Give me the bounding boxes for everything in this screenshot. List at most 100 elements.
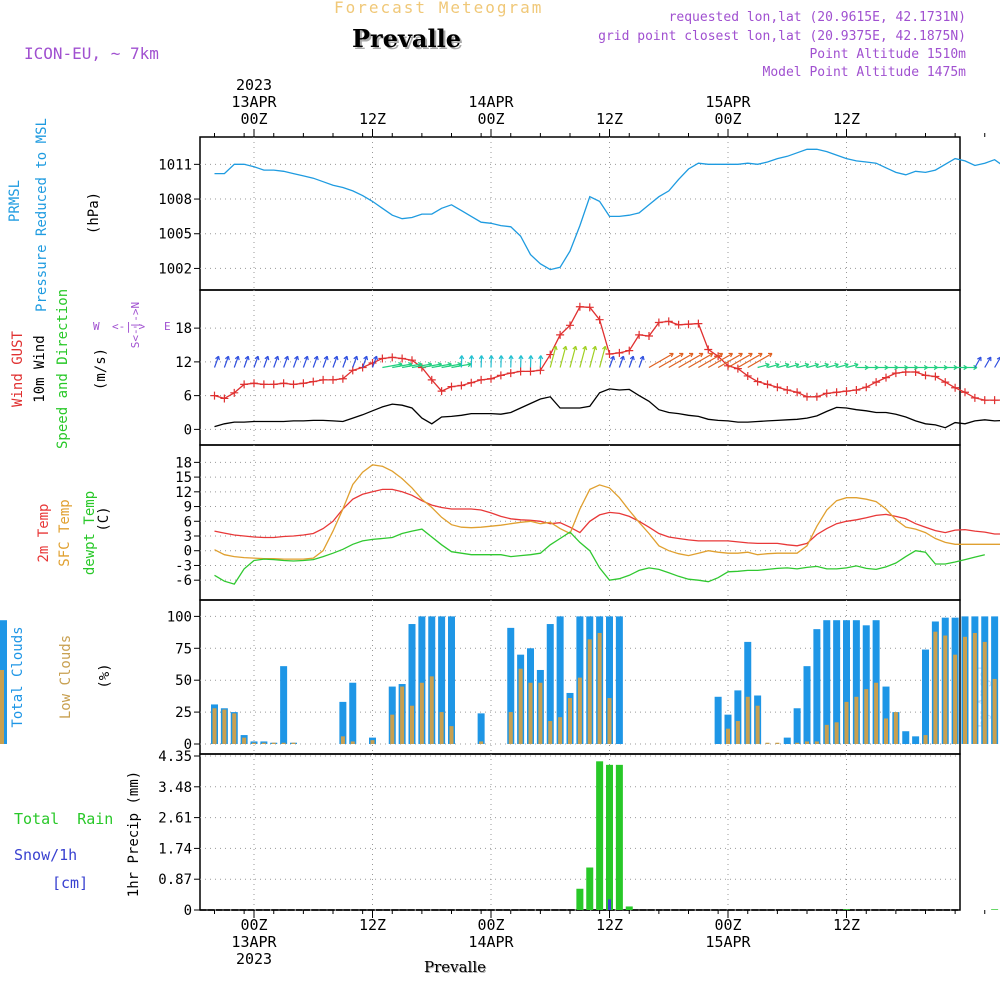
gust-marker — [812, 392, 821, 401]
low-cloud-bar — [953, 654, 958, 744]
gust-marker — [309, 377, 318, 386]
wind-arrow — [549, 346, 557, 368]
wind-arrow-head — [457, 362, 462, 368]
total-cloud-bar — [961, 616, 969, 744]
wind-arrow — [717, 352, 743, 369]
y-tick-label: 0 — [184, 903, 192, 919]
low-cloud-bar — [291, 742, 296, 744]
low-cloud-bar — [568, 698, 572, 744]
precip-unit: 1hr Precip (mm) — [126, 770, 142, 898]
wind-arrow-head — [323, 355, 329, 361]
wind-arrow — [638, 356, 644, 368]
wind-arrow — [273, 356, 279, 368]
gust-marker — [625, 346, 634, 355]
wind-arrow — [836, 363, 849, 369]
gust-marker — [220, 394, 229, 403]
compass-e: E — [164, 320, 171, 333]
low-cloud-bar — [261, 742, 266, 744]
wind-label-1: Wind GUST — [10, 331, 26, 407]
model-label: ICON-EU, ~ 7km — [24, 44, 159, 63]
compass-n: N — [129, 301, 142, 309]
wind-arrow-head — [459, 355, 465, 360]
x-label-top: 12Z — [359, 110, 386, 128]
clouds-unit: (%) — [97, 663, 113, 689]
gust-marker — [694, 319, 703, 328]
low-cloud-bar — [370, 740, 375, 744]
wind-arrow — [608, 356, 615, 368]
wind-arrow-head — [874, 364, 879, 371]
x-label-top: 00Z — [477, 110, 504, 128]
low-cloud-bar — [0, 673, 4, 744]
y-tick-label: 9 — [184, 500, 192, 516]
wind-arrow-head — [333, 355, 339, 361]
wind-arrow — [658, 352, 684, 369]
wind-arrow — [253, 356, 259, 368]
gust-marker — [269, 380, 278, 389]
wind-arrow — [243, 356, 249, 368]
panel-frame-wind — [199, 289, 961, 446]
low-cloud-bar — [419, 682, 424, 744]
wind-arrow-head — [478, 355, 485, 360]
y-tick-label: 15 — [175, 470, 192, 486]
wind-arrow-head — [977, 356, 982, 362]
wind-arrow-head — [804, 362, 810, 368]
wind-arrow — [263, 356, 269, 368]
gust-marker — [319, 375, 328, 384]
panel-frame-pressure — [199, 136, 961, 291]
wind-arrow — [411, 363, 432, 369]
gust-marker — [793, 388, 802, 397]
total-cloud-bar — [349, 682, 357, 744]
wind-arrow-head — [767, 352, 773, 358]
low-cloud-bar — [350, 741, 355, 744]
low-cloud-bar — [518, 668, 523, 744]
wind-arrow-head — [447, 362, 452, 368]
gust-marker — [378, 354, 387, 363]
gust-marker — [289, 380, 298, 389]
gust-marker — [388, 353, 397, 362]
wind-arrow — [382, 363, 403, 369]
gust-marker — [941, 378, 950, 387]
wind-arrow-head — [353, 355, 359, 361]
wind-arrow-head — [313, 355, 319, 361]
y-tick-label: 4.35 — [158, 749, 192, 765]
total-cloud-bar — [803, 666, 811, 744]
wind-arrow-head — [572, 345, 578, 351]
grid-coords: grid point closest lon,lat (20.9375E, 42… — [598, 29, 966, 44]
low-cloud-bar — [0, 669, 4, 744]
rain-bar — [586, 867, 594, 910]
wind-arrow-head — [343, 355, 349, 361]
x-label-bottom: 14APR — [468, 933, 514, 951]
gust-marker — [210, 391, 219, 400]
wind-arrow-head — [914, 364, 919, 371]
y-tick-label: 0 — [184, 422, 192, 438]
gust-marker — [862, 383, 871, 392]
total-cloud-bar — [280, 666, 288, 744]
x-label-bottom: 12Z — [359, 916, 386, 934]
total-cloud-bar — [290, 742, 297, 744]
low-cloud-bar — [745, 696, 750, 744]
gust-marker — [635, 330, 644, 339]
low-cloud-bar — [933, 631, 938, 744]
total-cloud-bar — [507, 627, 515, 744]
wind-arrow — [648, 352, 674, 369]
wind-arrow-head — [943, 364, 948, 371]
total-cloud-bar — [527, 648, 534, 744]
total-cloud-bar — [211, 704, 218, 744]
gust-marker — [832, 388, 841, 397]
low-cloud-bar — [844, 701, 849, 744]
low-cloud-bar — [0, 676, 4, 744]
x-label-top: 12Z — [833, 110, 860, 128]
gust-marker — [704, 345, 713, 354]
gust-marker — [743, 371, 752, 380]
x-label-bottom: 12Z — [596, 916, 623, 934]
compass-w: W — [93, 320, 100, 333]
series-line-pressure-0 — [214, 148, 1000, 271]
gust-marker — [329, 375, 337, 384]
x-label-top: 12Z — [596, 110, 623, 128]
wind-arrow — [233, 356, 239, 368]
wind-arrow-head — [488, 355, 494, 360]
series-line-temperature-2 — [214, 528, 985, 585]
wind-arrow — [974, 356, 982, 368]
total-cloud-bar — [408, 624, 416, 744]
y-tick-label: -6 — [175, 573, 192, 589]
